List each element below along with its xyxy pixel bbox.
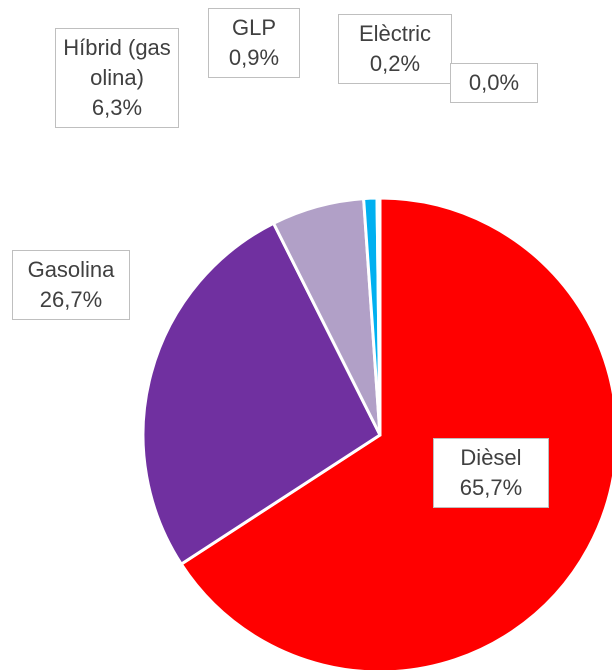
category-label: Elèctric (358, 21, 432, 46)
data-label: GLP 0,9% (208, 8, 300, 78)
value-label: 0,2% (369, 51, 421, 76)
value-label: 65,7% (459, 475, 523, 500)
pie-slice (141, 221, 382, 566)
category-label: Dièsel (460, 445, 522, 470)
pie-slice (179, 196, 612, 670)
data-label: Dièsel 65,7% (433, 438, 549, 508)
value-label: 6,3% (91, 95, 143, 120)
data-label: Gasolina 26,7% (12, 250, 130, 320)
data-label: 0,0% (450, 63, 538, 103)
value-label: 0,9% (228, 45, 280, 70)
data-label: Elèctric 0,2% (338, 14, 452, 84)
value-label: 26,7% (39, 287, 103, 312)
category-label: GLP (231, 15, 277, 40)
category-label: Híbrid (gasolina) (63, 35, 171, 90)
data-label: Híbrid (gasolina) 6,3% (55, 28, 179, 128)
value-label: 0,0% (468, 70, 520, 95)
category-label: Gasolina (27, 257, 115, 282)
